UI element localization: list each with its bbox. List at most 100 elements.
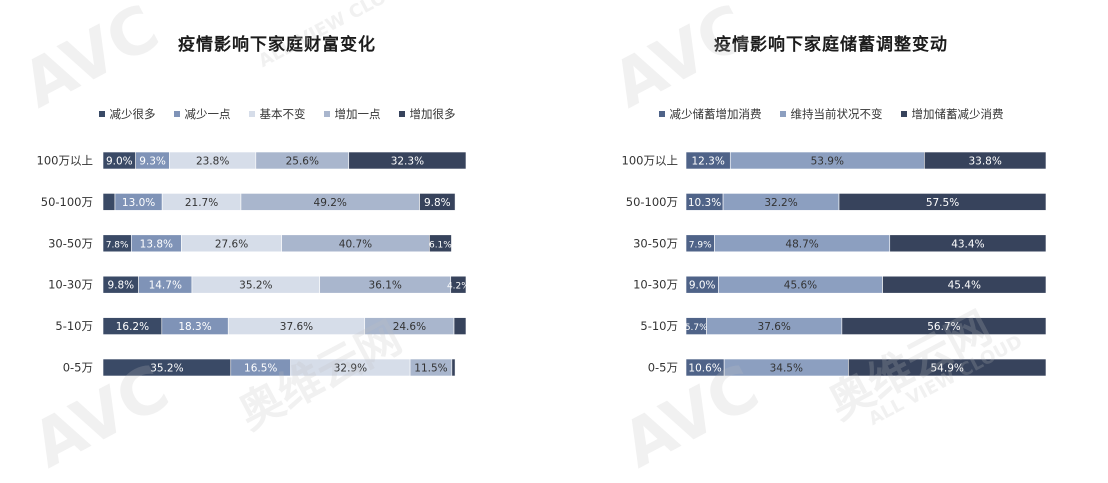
data-label: 45.6% (784, 280, 817, 292)
data-label: 4.2% (447, 282, 470, 292)
data-label: 40.7% (339, 238, 372, 250)
data-label: 11.5% (414, 363, 447, 375)
data-label: 43.4% (951, 238, 984, 250)
category-label: 0-5万 (648, 361, 678, 375)
legend-label: 基本不变 (259, 107, 306, 121)
bar-segment (841, 317, 1047, 335)
data-label: 48.7% (785, 238, 818, 250)
legend-item: 增加很多 (398, 106, 456, 122)
category-label: 5-10万 (55, 319, 93, 333)
category-label: 30-50万 (48, 236, 93, 250)
legend-item: 增加一点 (323, 106, 381, 122)
bar-segment (348, 151, 467, 170)
data-label: 34.5% (770, 363, 803, 375)
data-label: 9.8% (424, 197, 451, 209)
data-label: 10.3% (688, 197, 721, 209)
data-label: 33.8% (968, 156, 1001, 168)
category-label: 100万以上 (37, 154, 93, 168)
data-label: 35.2% (239, 280, 272, 292)
category-label: 50-100万 (41, 195, 93, 209)
category-label: 10-30万 (48, 278, 93, 292)
data-label: 56.7% (927, 321, 960, 333)
legend-swatch (398, 111, 405, 117)
bar-segment (450, 275, 467, 294)
data-label: 32.9% (334, 363, 367, 375)
legend-label: 减少很多 (109, 107, 156, 121)
legend-label: 减少储蓄增加消费 (669, 107, 762, 121)
chart-title: 疫情影响下家庭储蓄调整变动 (714, 35, 948, 55)
category-label: 5-10万 (640, 319, 678, 333)
bar-segment (848, 358, 1047, 377)
data-label: 25.6% (286, 156, 319, 168)
data-label: 24.6% (393, 321, 426, 333)
legend-label: 增加储蓄减少消费 (911, 107, 1004, 121)
data-label: 7.8% (106, 240, 129, 250)
bar-segment (102, 193, 116, 211)
data-label: 32.2% (764, 197, 797, 209)
bar-segment (419, 193, 456, 211)
legend-item: 减少很多 (98, 106, 156, 122)
legend-label: 维持当前状况不变 (790, 107, 883, 121)
data-label: 10.6% (688, 363, 721, 375)
stacked-bar-chart: 100万以上 9.0% 9.3% 23.8% 25.6% 32.3% 50-100万 13.0… (37, 151, 470, 377)
data-label: 57.5% (926, 197, 959, 209)
legend-swatch (658, 111, 665, 117)
data-label: 21.7% (185, 197, 218, 209)
chart-legend: 减少储蓄增加消费 维持当前状况不变 增加储蓄减少消费 (554, 106, 1108, 122)
bar-segment (451, 358, 456, 377)
data-label: 37.6% (280, 321, 313, 333)
legend-item: 减少一点 (173, 106, 231, 122)
legend-item: 增加储蓄减少消费 (900, 106, 1004, 122)
data-label: 49.2% (314, 197, 347, 209)
data-label: 5.7% (685, 323, 708, 333)
legend-swatch (900, 111, 907, 117)
category-label: 100万以上 (622, 154, 678, 168)
category-label: 50-100万 (626, 195, 678, 209)
data-label: 9.3% (139, 156, 166, 168)
bar-segment (453, 317, 467, 335)
legend-swatch (323, 111, 330, 117)
data-label: 16.2% (116, 321, 149, 333)
legend-label: 增加很多 (409, 107, 456, 121)
category-label: 10-30万 (633, 278, 678, 292)
legend-swatch (173, 111, 180, 117)
legend-swatch (779, 111, 786, 117)
data-label: 9.8% (107, 280, 134, 292)
legend-label: 减少一点 (184, 107, 231, 121)
data-label: 23.8% (196, 156, 229, 168)
bar-segment (924, 151, 1047, 170)
data-label: 45.4% (948, 280, 981, 292)
data-label: 37.6% (758, 321, 791, 333)
legend-swatch (98, 111, 105, 117)
data-label: 14.7% (149, 280, 182, 292)
data-label: 27.6% (215, 238, 248, 250)
legend-swatch (248, 111, 255, 117)
legend-label: 增加一点 (334, 107, 381, 121)
data-label: 13.8% (140, 238, 173, 250)
data-label: 13.0% (122, 197, 155, 209)
data-label: 9.0% (689, 280, 716, 292)
bar-segment (429, 234, 452, 253)
savings-change-panel: 疫情影响下家庭储蓄调整变动 减少储蓄增加消费 维持当前状况不变 增加储蓄减少消费 1… (554, 0, 1108, 464)
stacked-bar-chart: 100万以上 12.3% 53.9% 33.8% 50-100万 10.3% 32.2% 57… (622, 151, 1047, 377)
data-label: 6.1% (429, 240, 452, 250)
data-label: 18.3% (178, 321, 211, 333)
wealth-change-panel: 疫情影响下家庭财富变化 减少很多 减少一点 基本不变 增加一点 增加很多 100万以上 9… (0, 0, 554, 464)
data-label: 36.1% (369, 280, 402, 292)
data-label: 32.3% (391, 156, 424, 168)
legend-item: 维持当前状况不变 (779, 106, 883, 122)
bar-segment (838, 193, 1047, 211)
data-label: 12.3% (691, 156, 724, 168)
data-label: 53.9% (811, 156, 844, 168)
category-label: 0-5万 (63, 361, 93, 375)
data-label: 16.5% (244, 363, 277, 375)
data-label: 7.9% (689, 240, 712, 250)
data-label: 54.9% (931, 363, 964, 375)
legend-item: 减少储蓄增加消费 (658, 106, 762, 122)
category-label: 30-50万 (633, 236, 678, 250)
chart-title: 疫情影响下家庭财富变化 (178, 35, 376, 55)
chart-legend: 减少很多 减少一点 基本不变 增加一点 增加很多 (0, 106, 554, 122)
bar-segment (882, 275, 1047, 294)
data-label: 9.0% (106, 156, 133, 168)
data-label: 35.2% (150, 363, 183, 375)
